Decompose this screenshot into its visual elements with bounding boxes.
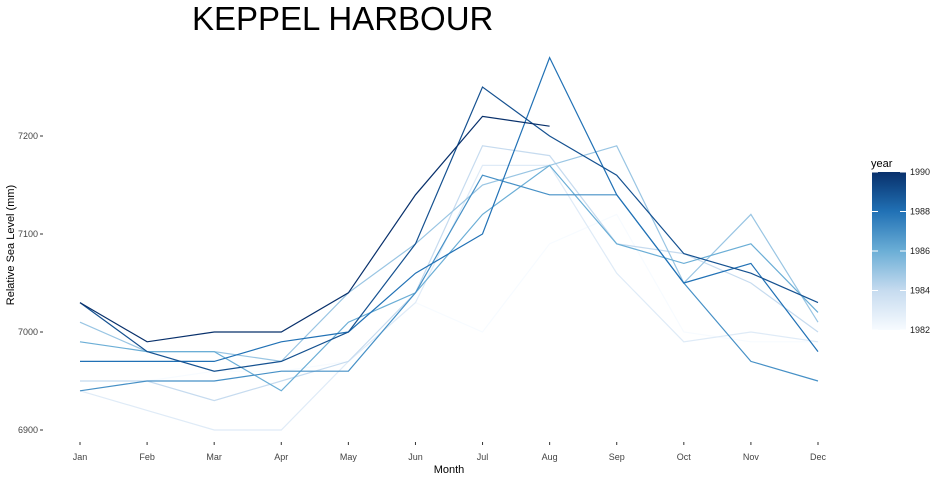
y-tick-label: 7200 <box>18 131 38 141</box>
x-tick-label: Mar <box>206 452 222 462</box>
series-lines <box>79 56 819 431</box>
x-tick-label: Apr <box>274 452 288 462</box>
series-line-1984 <box>80 145 819 402</box>
legend-tick-label: 1990 <box>910 167 930 177</box>
y-tick-label: 6900 <box>18 425 38 435</box>
legend-tick-label: 1988 <box>910 207 930 217</box>
x-axis-title: Month <box>434 464 465 476</box>
y-tick-label: 7000 <box>18 327 38 337</box>
y-axis-title: Relative Sea Level (mm) <box>5 185 17 305</box>
x-tick-label: Jun <box>408 452 423 462</box>
legend-tick-label: 1984 <box>910 286 930 296</box>
series-line-1983 <box>79 164 819 431</box>
x-tick-label: Oct <box>677 452 692 462</box>
x-tick-label: Jan <box>73 452 88 462</box>
x-tick-label: Dec <box>810 452 827 462</box>
series-line-1986 <box>79 164 819 392</box>
series-line-1982 <box>80 213 818 382</box>
x-tick-label: Sep <box>609 452 625 462</box>
year-legend: year 1982 1984 1986 1988 1990 <box>871 158 930 335</box>
series-line-1987 <box>79 174 819 392</box>
x-tick-label: May <box>340 452 358 462</box>
x-tick-label: Feb <box>139 452 155 462</box>
y-axis: 6900 7000 7100 7200 <box>18 131 43 435</box>
legend-tick-label: 1982 <box>910 325 930 335</box>
legend-tick-label: 1986 <box>910 246 930 256</box>
x-tick-label: Jul <box>477 452 489 462</box>
x-tick-label: Aug <box>542 452 558 462</box>
chart-title: KEPPEL HARBOUR <box>192 0 493 37</box>
legend-title: year <box>871 158 893 170</box>
x-axis: Jan Feb Mar Apr May Jun Jul Aug Sep Oct Nov Dec <box>73 442 827 462</box>
legend-ticks: 1982 1984 1986 1988 1990 <box>872 167 930 335</box>
series-line-1990 <box>79 115 550 343</box>
y-tick-label: 7100 <box>18 229 38 239</box>
series-line-1988 <box>80 56 819 362</box>
series-line-1989 <box>79 86 819 372</box>
x-tick-label: Nov <box>743 452 760 462</box>
